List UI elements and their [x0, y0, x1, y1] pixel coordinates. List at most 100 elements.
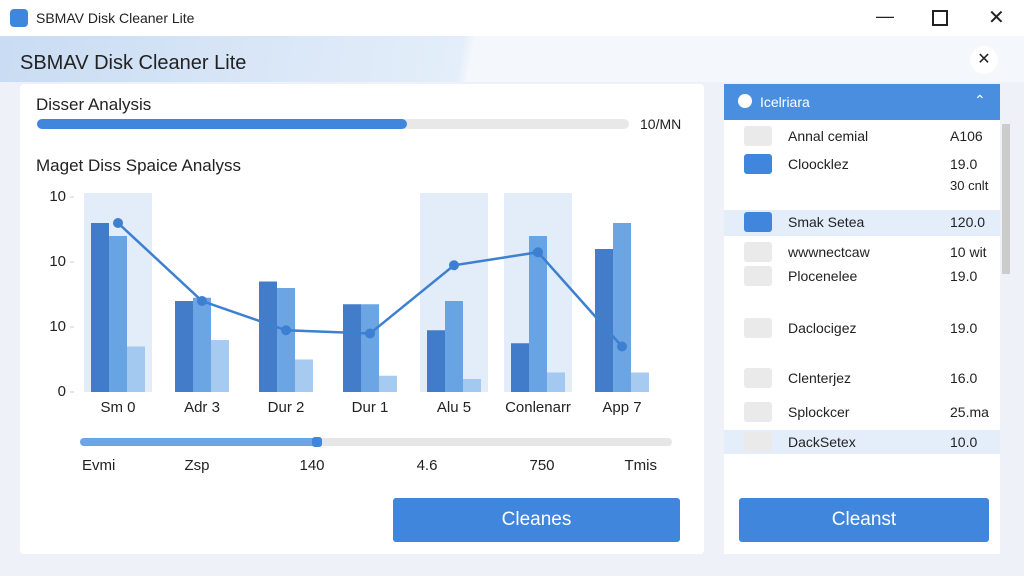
y-tick-label: 10 [49, 253, 66, 270]
bar [277, 288, 295, 392]
maximize[interactable] [932, 10, 948, 26]
slider-fill [80, 438, 320, 446]
item-icon [744, 242, 772, 262]
bar [193, 297, 211, 392]
slider-thumb[interactable] [312, 437, 322, 447]
trend-point [617, 341, 627, 352]
bar [427, 330, 445, 392]
list-item[interactable]: Daclocigez 19.0 [724, 316, 1000, 340]
bar [127, 346, 145, 392]
item-name: Splockcer [788, 404, 850, 420]
item-note: 30 cnlt [950, 178, 989, 193]
close-panel[interactable]: ✕ [970, 46, 998, 74]
item-name: Daclocigez [788, 320, 857, 336]
bar [343, 304, 361, 392]
progress-track [37, 119, 629, 129]
bar [445, 301, 463, 392]
list-item[interactable]: Annal cemial A106 [724, 124, 1000, 148]
item-icon [744, 368, 772, 388]
trend-point [113, 218, 123, 228]
slider-label: 750 [529, 457, 554, 474]
slider-label: Zsp [184, 457, 209, 474]
item-name: Annal cemial [788, 128, 869, 144]
title-bar: SBMAV Disk Cleaner Lite — ✕ [0, 0, 1024, 36]
window-title: SBMAV Disk Cleaner Lite [36, 10, 195, 26]
bar [175, 301, 193, 392]
scrollbar[interactable] [1002, 124, 1010, 274]
side-icon [738, 94, 752, 108]
bar [109, 236, 127, 392]
bar [463, 379, 481, 392]
item-name: Smak Setea [788, 214, 865, 230]
list-item[interactable]: wwwnectcaw 10 wit [724, 240, 1000, 264]
analysis-status: 10/MN [640, 116, 682, 132]
y-tick-label: 10 [49, 188, 66, 205]
item-icon [744, 402, 772, 422]
slider-track[interactable] [80, 437, 672, 447]
x-tick-label: Alu 5 [437, 399, 471, 416]
slider-label: Evmi [82, 457, 115, 474]
item-icon [744, 266, 772, 286]
item-size: 19.0 [950, 320, 978, 336]
minimize[interactable]: — [876, 6, 894, 26]
y-tick-label: 0 [58, 383, 66, 400]
slider-label: 4.6 [417, 457, 438, 474]
item-name: wwwnectcaw [788, 244, 870, 260]
bar [631, 372, 649, 392]
list-item[interactable]: Clenterjez 16.0 [724, 366, 1000, 390]
item-icon [744, 212, 772, 232]
clean-button-side[interactable]: Cleanst [739, 498, 989, 542]
bar [259, 281, 277, 392]
item-size: 10 wit [950, 244, 987, 260]
item-size: 19.0 [950, 268, 978, 284]
clean-button[interactable]: Cleanes [393, 498, 680, 542]
item-icon [744, 432, 772, 452]
list-item[interactable]: Cloocklez 19.0 30 cnlt [724, 152, 1000, 193]
item-icon [744, 318, 772, 338]
close[interactable]: ✕ [988, 7, 1005, 29]
y-tick-label: 10 [49, 318, 66, 335]
item-name: Cloocklez [788, 156, 849, 172]
x-tick-label: Conlenarr [505, 399, 571, 416]
bar [379, 375, 397, 392]
trend-point [281, 325, 291, 336]
bar [511, 343, 529, 392]
item-name: Plocenelee [788, 268, 858, 284]
item-size: 10.0 [950, 434, 978, 450]
bar [595, 249, 613, 392]
bar [295, 359, 313, 392]
trend-point [365, 328, 375, 339]
item-name: DackSetex [788, 434, 856, 450]
header: SBMAV Disk Cleaner Lite ✕ [0, 36, 1024, 82]
bar [613, 223, 631, 392]
header-title: SBMAV Disk Cleaner Lite [20, 52, 247, 74]
item-size: 120.0 [950, 214, 986, 230]
side-header: Icelriara ⌃ [724, 84, 1000, 120]
item-icon [744, 126, 772, 146]
trend-point [533, 247, 543, 258]
side-title: Icelriara [760, 94, 810, 110]
slider-label: 140 [299, 457, 324, 474]
bar [91, 223, 109, 392]
list-item[interactable]: Plocenelee 19.0 [724, 264, 1000, 288]
app-icon [10, 9, 28, 27]
bar [547, 372, 565, 392]
list-item[interactable]: Splockcer 25.ma [724, 400, 1000, 424]
trend-point [197, 296, 207, 306]
x-tick-label: Adr 3 [184, 399, 220, 416]
item-name: Clenterjez [788, 370, 852, 386]
x-tick-label: App 7 [602, 399, 641, 416]
analysis-label: Disser Analysis [36, 95, 152, 114]
item-size: 19.0 [950, 156, 978, 172]
slider-label: Tmis [625, 457, 658, 474]
item-icon [744, 154, 772, 174]
bar [529, 236, 547, 392]
chart-title: Maget Diss Spaice Analyss [36, 156, 242, 175]
collapse[interactable]: ⌃ [974, 92, 986, 108]
list-item[interactable]: Smak Setea 120.0 [724, 210, 1000, 236]
x-tick-label: Dur 2 [268, 399, 305, 416]
x-tick-label: Sm 0 [100, 399, 135, 416]
list-item[interactable]: DackSetex 10.0 [724, 430, 1000, 454]
